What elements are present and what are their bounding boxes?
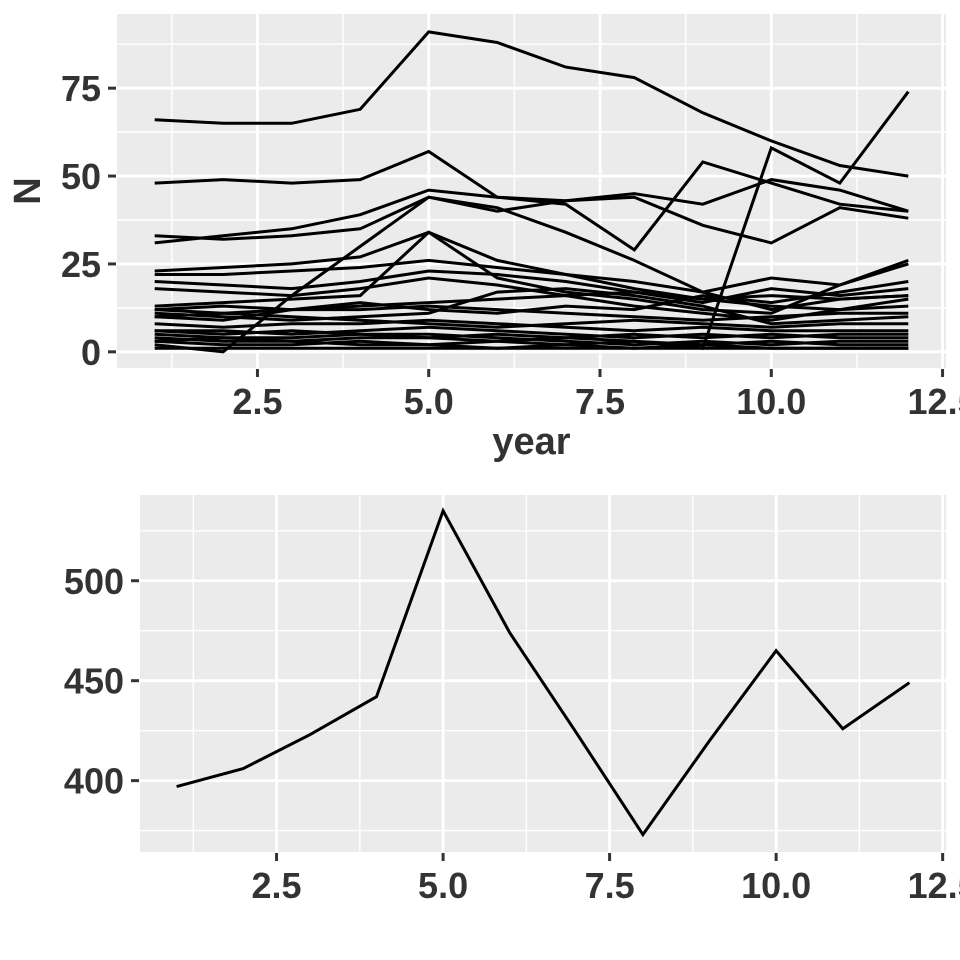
x-tick-label: 2.5 bbox=[232, 381, 282, 422]
bottom-chart-canvas: 2.5 5.0 7.5 10.0 12.5 400 450 500 bbox=[64, 495, 960, 906]
x-tick-label: 2.5 bbox=[252, 865, 302, 906]
x-tick-label: 12.5 bbox=[908, 381, 960, 422]
data-line-g11 bbox=[154, 230, 909, 312]
x-tick-label: 12.5 bbox=[908, 865, 960, 906]
x-tick-label: 5.0 bbox=[404, 381, 454, 422]
y-tick-label: 400 bbox=[64, 761, 124, 802]
data-line-g9 bbox=[154, 269, 909, 305]
data-line-g5 bbox=[154, 195, 909, 245]
data-line-g19 bbox=[154, 329, 909, 340]
x-tick-label: 10.0 bbox=[741, 865, 811, 906]
data-line-g8 bbox=[154, 258, 909, 294]
data-line-g4 bbox=[154, 178, 909, 245]
data-line-g7 bbox=[154, 230, 909, 315]
data-line-g2 bbox=[154, 149, 909, 252]
top-chart-canvas: 2.5 5.0 7.5 10.0 12.5 0 25 50 75 bbox=[61, 14, 960, 422]
data-line-g20 bbox=[154, 332, 909, 347]
bottom-chart: 2.55.07.510.012.5400450500 N year bbox=[0, 470, 960, 960]
top-y-axis-title: N bbox=[7, 177, 49, 205]
y-tick-label: 50 bbox=[61, 156, 101, 197]
top-x-axis-title: year bbox=[492, 421, 571, 463]
data-line-g17 bbox=[154, 318, 909, 333]
panel-background bbox=[140, 495, 946, 852]
y-tick-label: 500 bbox=[64, 561, 124, 602]
top-chart: 2.5 5.0 7.5 10.0 12.5 0 25 50 75 N year bbox=[0, 0, 960, 470]
x-tick-label: 7.5 bbox=[575, 381, 625, 422]
x-tick-label: 7.5 bbox=[585, 865, 635, 906]
x-tick-label: 5.0 bbox=[418, 865, 468, 906]
y-tick-label: 450 bbox=[64, 661, 124, 702]
data-line-total bbox=[176, 507, 911, 838]
data-line-g14 bbox=[154, 287, 909, 326]
y-tick-label: 25 bbox=[61, 244, 101, 285]
y-tick-label: 75 bbox=[61, 68, 101, 109]
data-line-g1 bbox=[154, 30, 909, 178]
y-tick-label: 0 bbox=[81, 332, 101, 373]
data-line-g16 bbox=[154, 280, 909, 322]
data-line-g18 bbox=[154, 325, 909, 340]
x-tick-label: 10.0 bbox=[736, 381, 806, 422]
